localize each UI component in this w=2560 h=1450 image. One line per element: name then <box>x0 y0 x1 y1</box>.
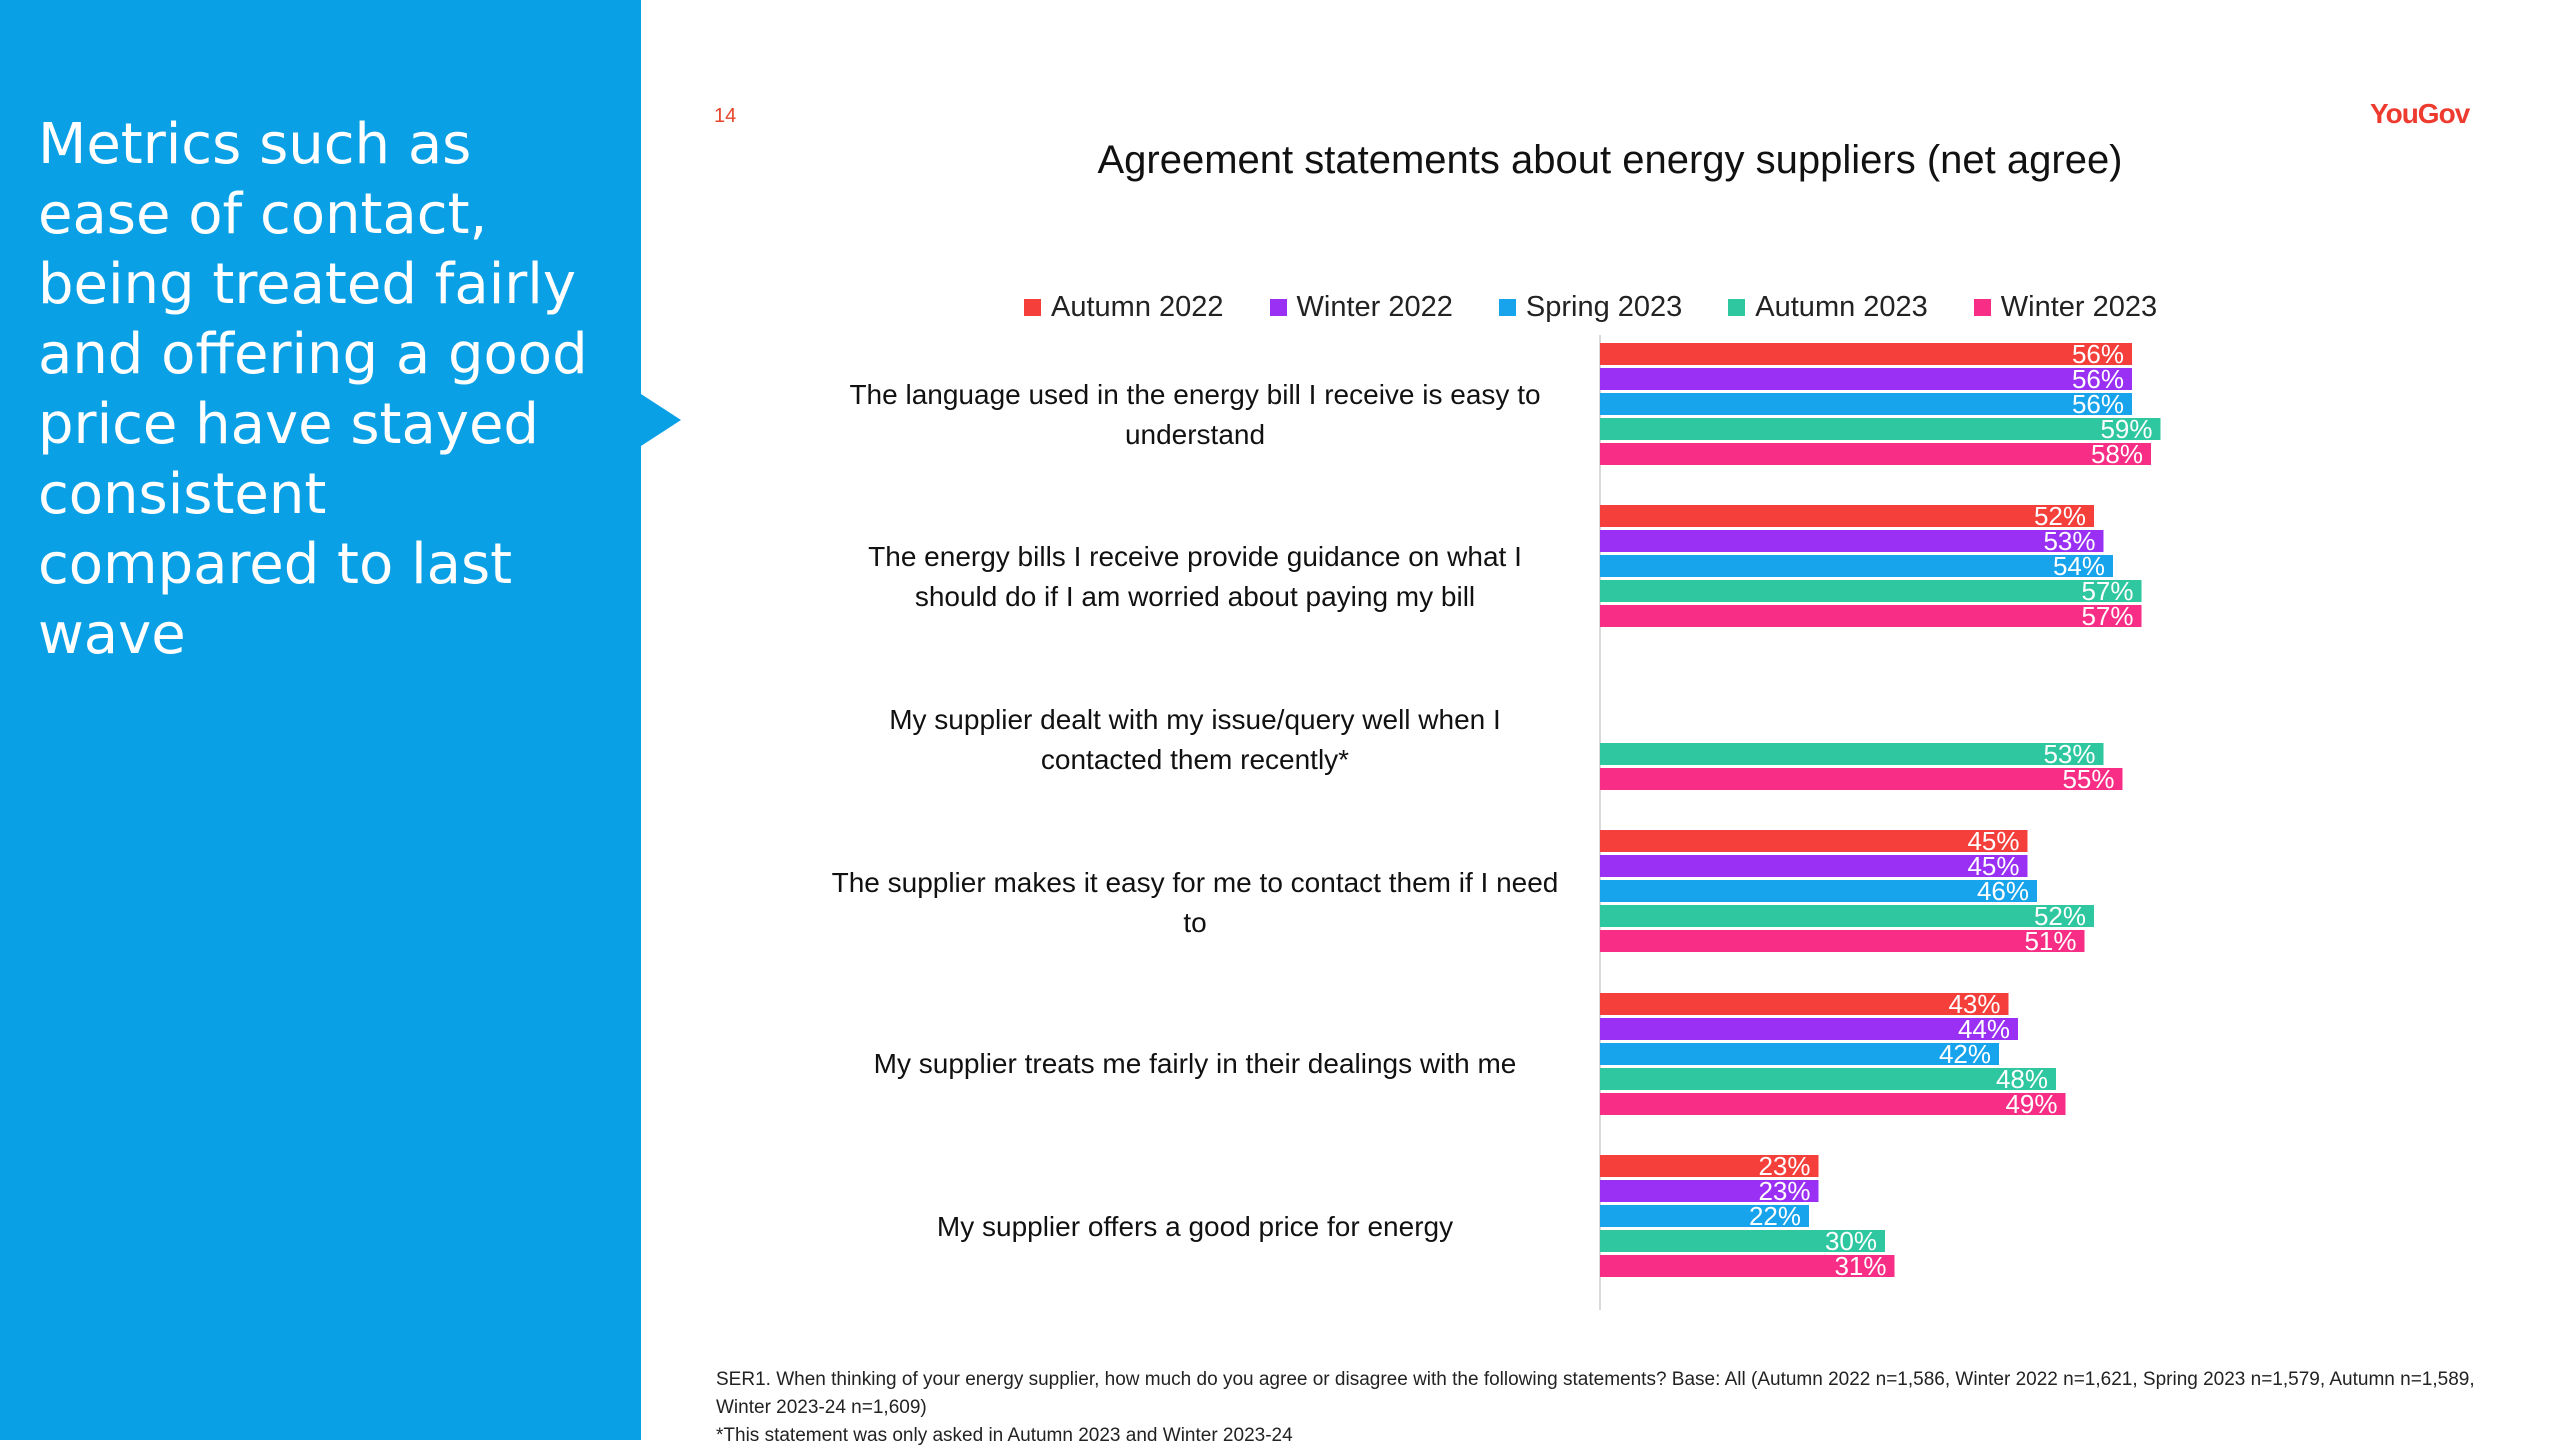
bar <box>1600 418 2161 440</box>
category-label: The language used in the energy bill I r… <box>849 379 1541 450</box>
brand-logo: YouGov <box>2370 98 2470 129</box>
bar-value-label: 57% <box>2081 601 2133 631</box>
bar <box>1600 1205 1809 1227</box>
bar-value-label: 53% <box>2043 739 2095 769</box>
legend-swatch <box>1973 298 1991 316</box>
bar-value-label: 42% <box>1939 1039 1991 1069</box>
bar-value-label: 59% <box>2100 414 2152 444</box>
bar-value-label: 53% <box>2043 526 2095 556</box>
legend-label: Spring 2023 <box>1525 290 1683 323</box>
bar <box>1600 1155 1819 1177</box>
bar-value-label: 22% <box>1749 1201 1801 1231</box>
category-label: The supplier makes it easy for me to con… <box>831 867 1559 938</box>
chart-title: Agreement statements about energy suppli… <box>1097 138 2123 182</box>
panel-pointer-arrow <box>641 394 681 446</box>
bar <box>1600 555 2113 577</box>
bar-value-label: 43% <box>1948 989 2000 1019</box>
bar <box>1600 743 2104 765</box>
bar-value-label: 23% <box>1758 1176 1810 1206</box>
bar <box>1600 443 2151 465</box>
bar <box>1600 605 2142 627</box>
bar-value-label: 52% <box>2034 501 2086 531</box>
headline: Metrics such as ease of contact, being t… <box>38 112 588 667</box>
bar-value-label: 54% <box>2053 551 2105 581</box>
bar <box>1600 530 2104 552</box>
bar-value-label: 56% <box>2072 389 2124 419</box>
footnote-base: SER1. When thinking of your energy suppl… <box>716 1369 2475 1418</box>
bar-value-label: 51% <box>2024 926 2076 956</box>
bar-value-label: 57% <box>2081 576 2133 606</box>
bar-value-label: 56% <box>2072 339 2124 369</box>
bar-value-label: 56% <box>2072 364 2124 394</box>
bar-value-label: 30% <box>1825 1226 1877 1256</box>
bar <box>1600 993 2009 1015</box>
bar <box>1600 343 2132 365</box>
legend-label: Winter 2023 <box>2000 290 2158 323</box>
legend-label: Autumn 2023 <box>1755 290 1928 323</box>
legend-item-spring-2023: Spring 2023 <box>1498 290 1683 324</box>
bar <box>1600 1255 1895 1277</box>
category-label: The energy bills I receive provide guida… <box>868 541 1522 612</box>
bar-value-label: 46% <box>1977 876 2029 906</box>
legend-item-autumn-2022: Autumn 2022 <box>1024 291 1224 324</box>
bar <box>1600 1068 2056 1090</box>
bar-value-label: 23% <box>1758 1151 1810 1181</box>
bar <box>1600 1043 1999 1065</box>
legend-item-winter-2023: Winter 2023 <box>1973 290 2158 324</box>
legend-item-autumn-2023: Autumn 2023 <box>1728 291 1928 324</box>
category-label: My supplier offers a good price for ener… <box>936 1211 1454 1242</box>
bar <box>1600 1018 2018 1040</box>
bar-value-label: 45% <box>1967 826 2019 856</box>
bar <box>1600 880 2037 902</box>
legend-item-winter-2022: Winter 2022 <box>1269 290 1453 324</box>
bar <box>1600 580 2142 602</box>
bar <box>1600 768 2123 790</box>
legend-label: Autumn 2022 <box>1051 290 1224 323</box>
category-label: My supplier treats me fairly in their de… <box>873 1048 1517 1079</box>
legend-label: Winter 2022 <box>1296 290 1453 323</box>
category-label: My supplier dealt with my issue/query we… <box>889 704 1501 775</box>
bar <box>1600 1230 1885 1252</box>
bar-value-label: 48% <box>1996 1064 2048 1094</box>
bar-value-label: 44% <box>1958 1014 2010 1044</box>
page-number: 14 <box>714 105 737 127</box>
legend-swatch <box>1024 298 1041 316</box>
left-panel: Metrics such as ease of contact, being t… <box>0 0 641 1440</box>
legend-swatch <box>1269 298 1287 316</box>
legend-swatch <box>1728 298 1746 316</box>
bar-value-label: 58% <box>2091 439 2143 469</box>
bar <box>1600 905 2094 927</box>
bar-value-label: 49% <box>2005 1089 2057 1119</box>
bar-value-label: 55% <box>2062 764 2114 794</box>
bar <box>1600 930 2085 952</box>
bar-value-label: 52% <box>2034 901 2086 931</box>
bar-value-label: 31% <box>1834 1251 1886 1281</box>
bar <box>1600 1180 1819 1202</box>
bar <box>1600 368 2132 390</box>
chart-legend: Autumn 2022 Winter 2022 Spring 2023 Autu… <box>1024 287 2157 327</box>
bar <box>1600 1093 2066 1115</box>
bar <box>1600 393 2132 415</box>
bar <box>1600 830 2028 852</box>
footnote-note: *This statement was only asked in Autumn… <box>716 1425 1293 1446</box>
bar <box>1600 855 2028 877</box>
footnote: SER1. When thinking of your energy suppl… <box>716 1366 2516 1450</box>
bar <box>1600 505 2094 527</box>
bar-value-label: 45% <box>1967 851 2019 881</box>
legend-swatch <box>1498 298 1516 316</box>
